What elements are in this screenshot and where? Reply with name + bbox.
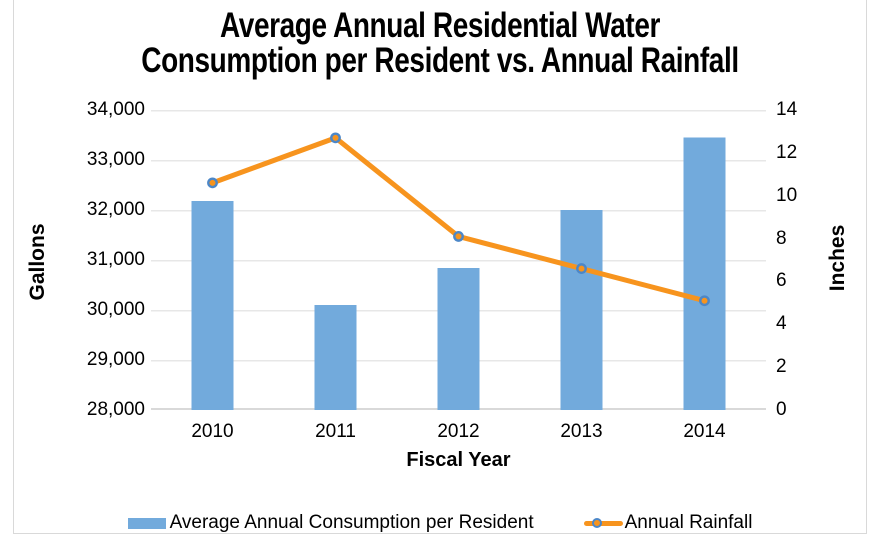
x-tick-2012: 2012 xyxy=(437,421,480,442)
y-right-tick-0: 0 xyxy=(776,399,787,420)
line-swatch-icon xyxy=(583,517,623,528)
y-left-tick-29000: 29,000 xyxy=(86,349,145,370)
bar-2010 xyxy=(191,201,234,410)
plot-area xyxy=(151,110,766,410)
legend: Average Annual Consumption per Resident … xyxy=(13,512,867,534)
y-left-tick-32000: 32,000 xyxy=(86,199,145,220)
chart-title-line2: Consumption per Resident vs. Annual Rain… xyxy=(141,41,739,80)
legend-item-consumption: Average Annual Consumption per Resident xyxy=(127,512,534,534)
y-left-tick-28000: 28,000 xyxy=(86,399,145,420)
legend-item-rainfall: Annual Rainfall xyxy=(583,512,753,534)
rainfall-point-2012 xyxy=(453,231,464,242)
bar-swatch-icon xyxy=(127,517,166,529)
y-left-tick-30000: 30,000 xyxy=(86,299,145,320)
x-tick-2014: 2014 xyxy=(683,421,726,442)
y-right-tick-4: 4 xyxy=(776,313,787,335)
line-marker-icon xyxy=(591,517,602,528)
legend-line-label: Annual Rainfall xyxy=(624,512,753,533)
bar-2014 xyxy=(683,137,726,410)
bar-2011 xyxy=(314,305,357,410)
x-tick-2011: 2011 xyxy=(315,421,356,442)
y-left-tick-34000: 34,000 xyxy=(86,99,145,120)
y-right-tick-10: 10 xyxy=(776,184,798,206)
y-left-tick-31000: 31,000 xyxy=(86,249,145,270)
rainfall-point-2011 xyxy=(330,132,341,144)
rainfall-point-2014 xyxy=(699,295,710,307)
y-left-tick-33000: 33,000 xyxy=(86,149,145,170)
rainfall-point-2013 xyxy=(576,263,587,274)
bar-2012 xyxy=(437,268,480,410)
x-tick-2013: 2013 xyxy=(560,421,603,442)
y-right-tick-12: 12 xyxy=(776,141,798,163)
rainfall-point-2010 xyxy=(207,177,218,189)
legend-bar-label: Average Annual Consumption per Resident xyxy=(169,512,534,533)
y-axis-left-title: Gallons xyxy=(26,223,49,301)
y-right-tick-8: 8 xyxy=(776,227,787,249)
x-axis-title: Fiscal Year xyxy=(406,449,511,471)
y-right-tick-6: 6 xyxy=(776,270,787,292)
x-tick-2010: 2010 xyxy=(191,421,234,442)
bar-2013 xyxy=(560,210,603,410)
chart-title-line1: Average Annual Residential Water xyxy=(220,6,660,45)
y-right-tick-14: 14 xyxy=(776,99,798,120)
y-right-tick-2: 2 xyxy=(776,356,787,378)
